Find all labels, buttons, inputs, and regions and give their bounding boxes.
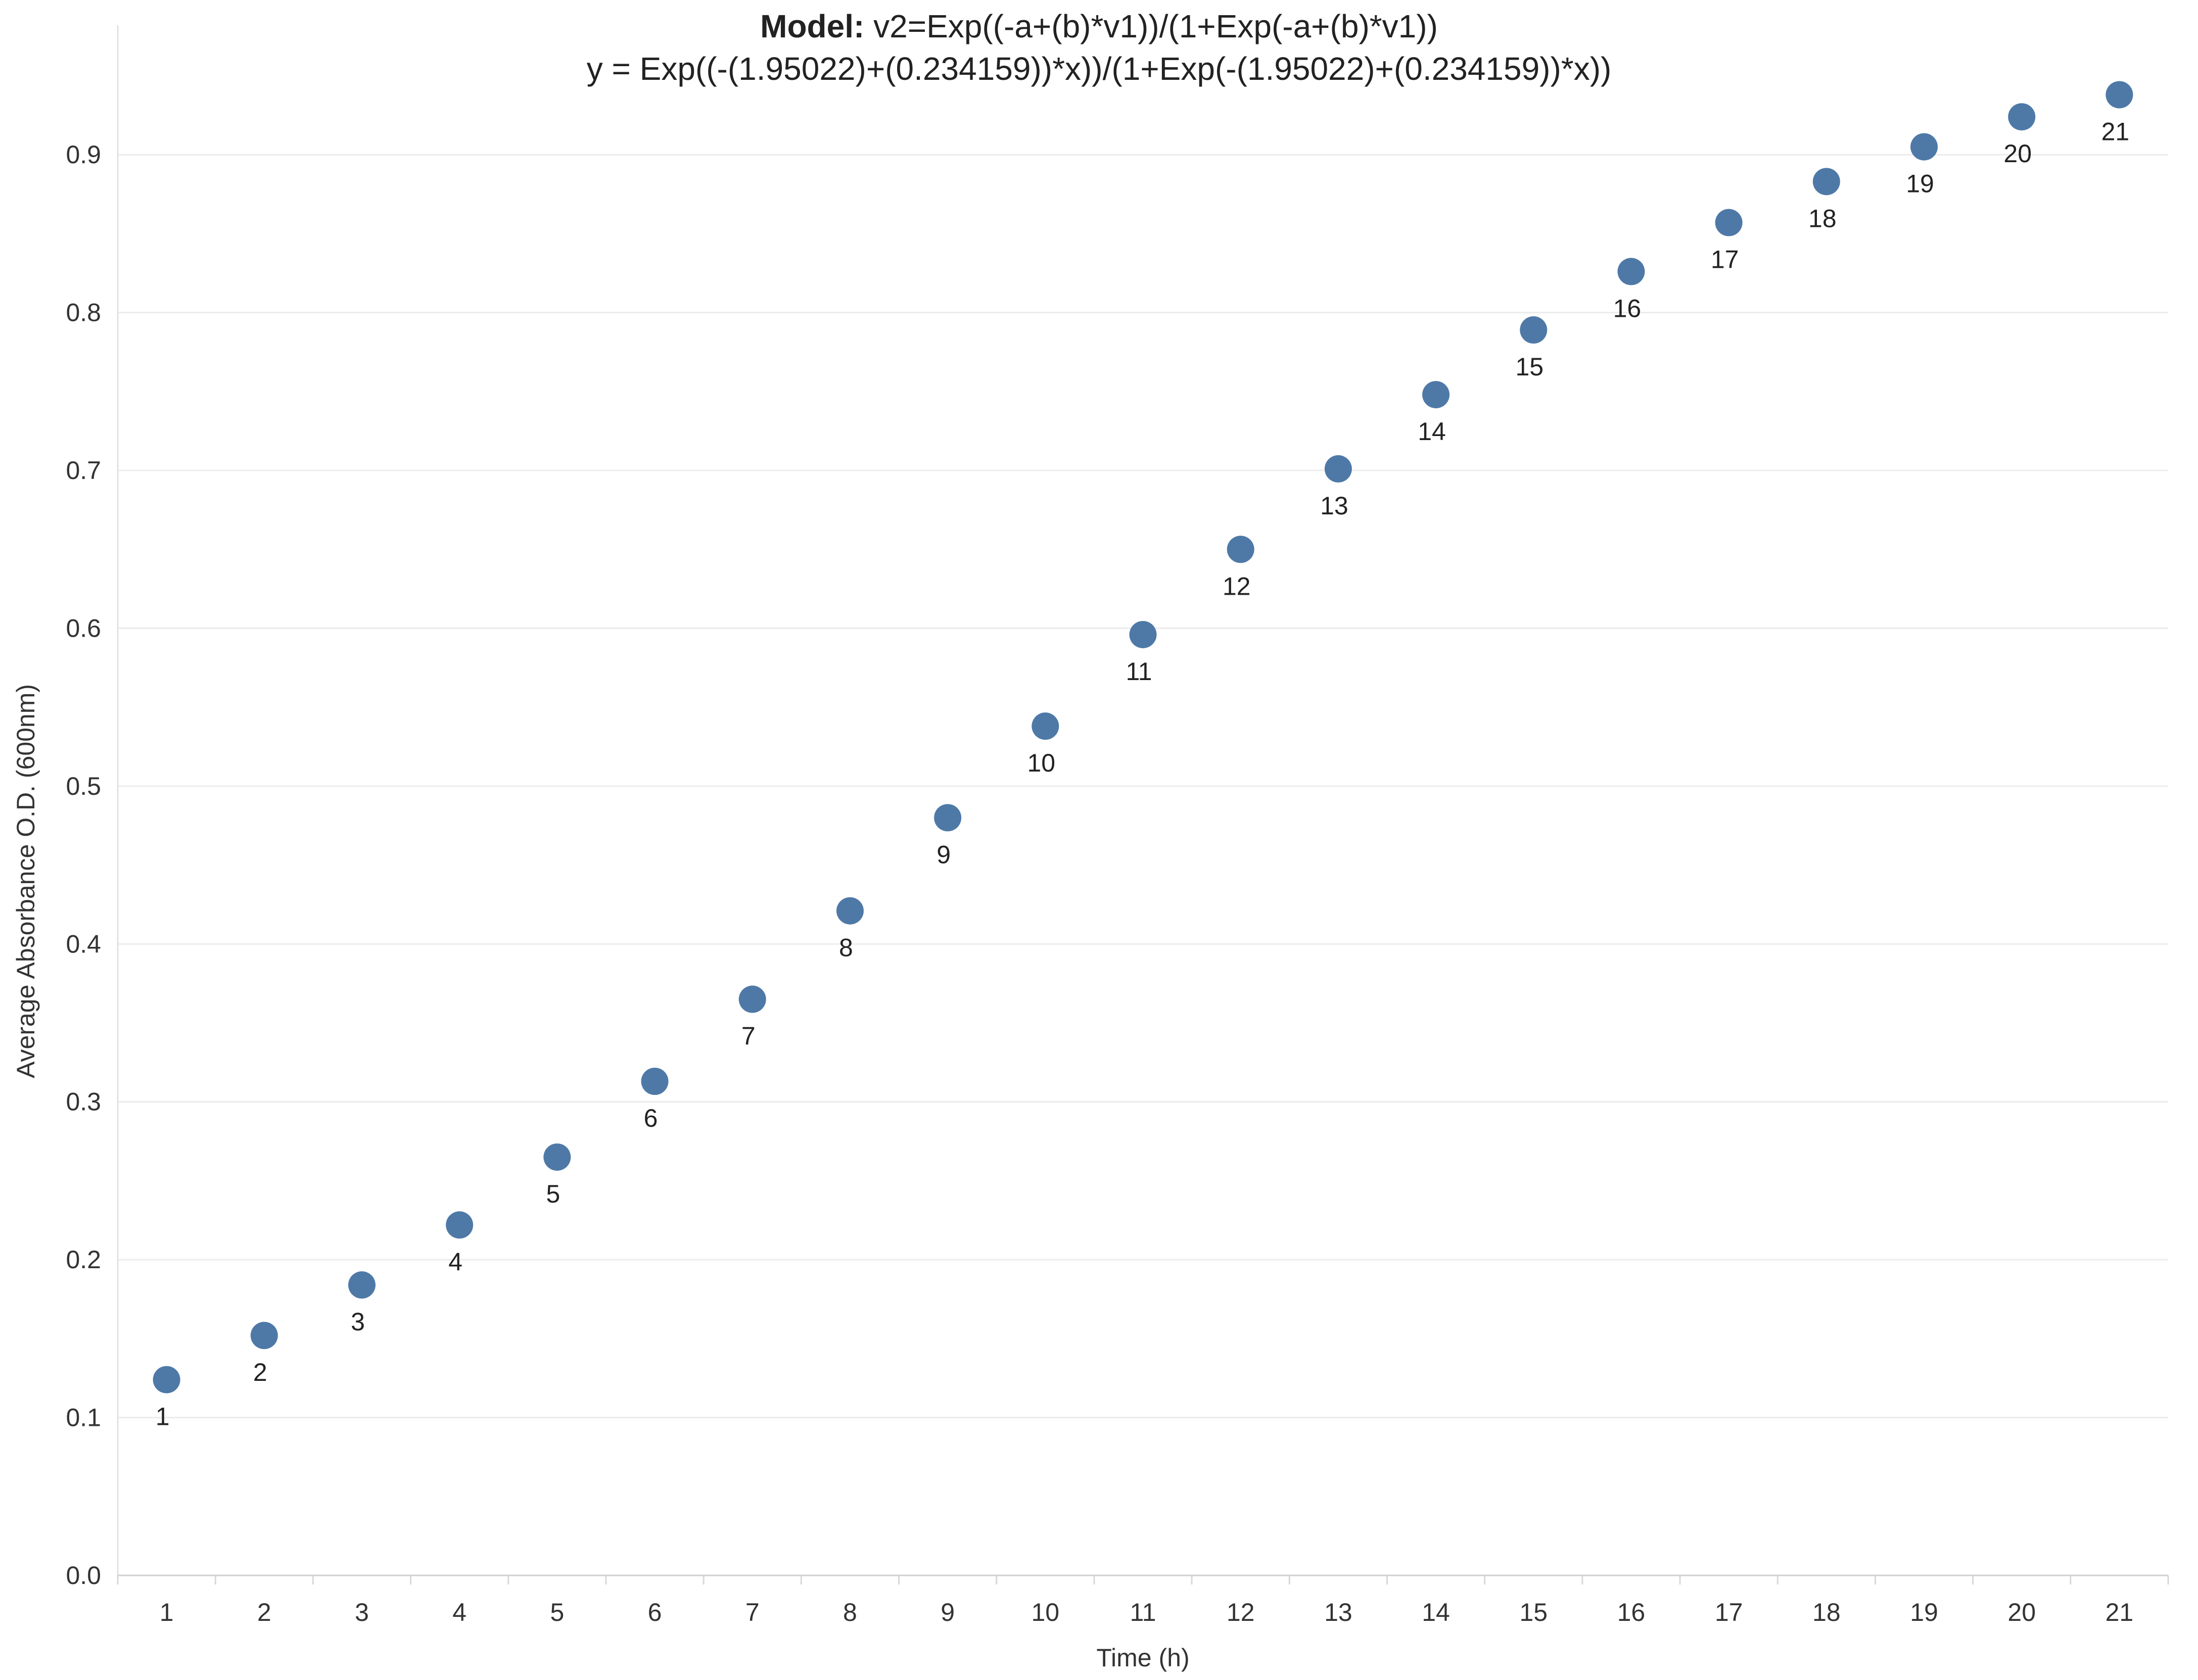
model-formula: v2=Exp((-a+(b)*v1))/(1+Exp(-a+(b)*v1)): [864, 8, 1438, 44]
data-point: [836, 897, 864, 925]
x-tick-label: 11: [1130, 1598, 1156, 1626]
data-label: 21: [2101, 117, 2130, 146]
data-label: 6: [644, 1104, 658, 1132]
x-tick-label: 3: [355, 1598, 369, 1626]
y-tick-label: 0.9: [66, 140, 101, 169]
x-tick-label: 8: [843, 1598, 857, 1626]
x-tick-label: 6: [648, 1598, 662, 1626]
x-tick-label: 13: [1324, 1598, 1352, 1626]
y-tick-label: 0.0: [66, 1561, 101, 1590]
x-tick-label: 4: [452, 1598, 466, 1626]
y-tick-label: 0.3: [66, 1088, 101, 1116]
data-label: 15: [1515, 353, 1544, 381]
data-point: [1715, 209, 1743, 236]
data-label: 5: [546, 1180, 560, 1208]
model-line: Model: v2=Exp((-a+(b)*v1))/(1+Exp(-a+(b)…: [0, 5, 2198, 47]
y-axis-title: Average Absorbance O.D. (600nm): [12, 684, 40, 1078]
data-point: [1617, 258, 1645, 285]
data-label: 12: [1223, 572, 1251, 600]
data-label: 1: [156, 1403, 170, 1431]
data-point: [1422, 381, 1450, 409]
data-label: 3: [351, 1308, 365, 1336]
x-tick-label: 17: [1715, 1598, 1743, 1626]
data-point: [1520, 316, 1548, 344]
y-tick-label: 0.6: [66, 614, 101, 642]
data-point: [1032, 712, 1059, 740]
data-point: [738, 985, 766, 1013]
x-axis-title: Time (h): [1096, 1644, 1189, 1672]
data-label: 16: [1613, 294, 1642, 322]
data-label: 10: [1027, 749, 1055, 777]
model-label: Model:: [760, 8, 865, 44]
data-point: [641, 1068, 669, 1095]
chart-title: Model: v2=Exp((-a+(b)*v1))/(1+Exp(-a+(b)…: [0, 5, 2198, 90]
x-tick-label: 14: [1422, 1598, 1450, 1626]
data-point: [1324, 455, 1352, 483]
y-tick-label: 0.7: [66, 456, 101, 485]
x-tick-label: 2: [257, 1598, 271, 1626]
data-label: 11: [1126, 657, 1152, 686]
data-points: [153, 81, 2133, 1394]
y-tick-label: 0.5: [66, 772, 101, 800]
data-label: 8: [839, 934, 853, 962]
y-tick-label: 0.4: [66, 930, 101, 958]
x-tick-label: 20: [2007, 1598, 2036, 1626]
data-label: 4: [448, 1247, 462, 1276]
data-point: [1910, 133, 1938, 161]
gridlines: [118, 154, 2168, 1419]
data-label: 13: [1320, 492, 1348, 520]
data-point: [2008, 103, 2036, 131]
data-point: [153, 1366, 180, 1394]
x-tick-label: 19: [1910, 1598, 1938, 1626]
data-point: [1227, 536, 1254, 563]
tick-labels: 0.00.10.20.30.40.50.60.70.80.91 2 3 4 5 6 7 8 9 1…: [66, 140, 2133, 1626]
x-tick-label: 1: [160, 1598, 174, 1626]
x-tick-label: 9: [941, 1598, 955, 1626]
data-label: 2: [253, 1358, 267, 1386]
data-point: [348, 1271, 376, 1299]
fitted-equation: y = Exp((-(1.95022)+(0.234159))*x))/(1+E…: [586, 51, 1612, 87]
data-label: 14: [1418, 417, 1446, 446]
y-tick-label: 0.2: [66, 1245, 101, 1274]
data-point: [1812, 168, 1840, 196]
x-tick-label: 10: [1031, 1598, 1059, 1626]
data-label: 7: [741, 1022, 756, 1050]
x-tick-label: 18: [1812, 1598, 1841, 1626]
data-point: [2106, 81, 2133, 109]
data-point: [1129, 620, 1157, 648]
x-tick-label: 21: [2106, 1598, 2134, 1626]
x-tick-label: 5: [550, 1598, 564, 1626]
data-label: 9: [937, 840, 951, 869]
data-point: [250, 1322, 278, 1350]
data-label: 20: [2003, 139, 2032, 168]
data-label: 18: [1808, 204, 1837, 232]
x-tick-label: 12: [1227, 1598, 1255, 1626]
data-point: [446, 1211, 474, 1239]
data-label: 17: [1711, 246, 1739, 274]
x-tick-label: 16: [1617, 1598, 1646, 1626]
y-tick-label: 0.8: [66, 299, 101, 327]
y-tick-label: 0.1: [66, 1404, 101, 1432]
data-point: [543, 1143, 571, 1171]
x-tick-label: 15: [1519, 1598, 1548, 1626]
data-point: [934, 804, 962, 832]
data-label: 19: [1906, 170, 1934, 198]
x-tick-label: 7: [745, 1598, 760, 1626]
axes: [117, 25, 2169, 1585]
